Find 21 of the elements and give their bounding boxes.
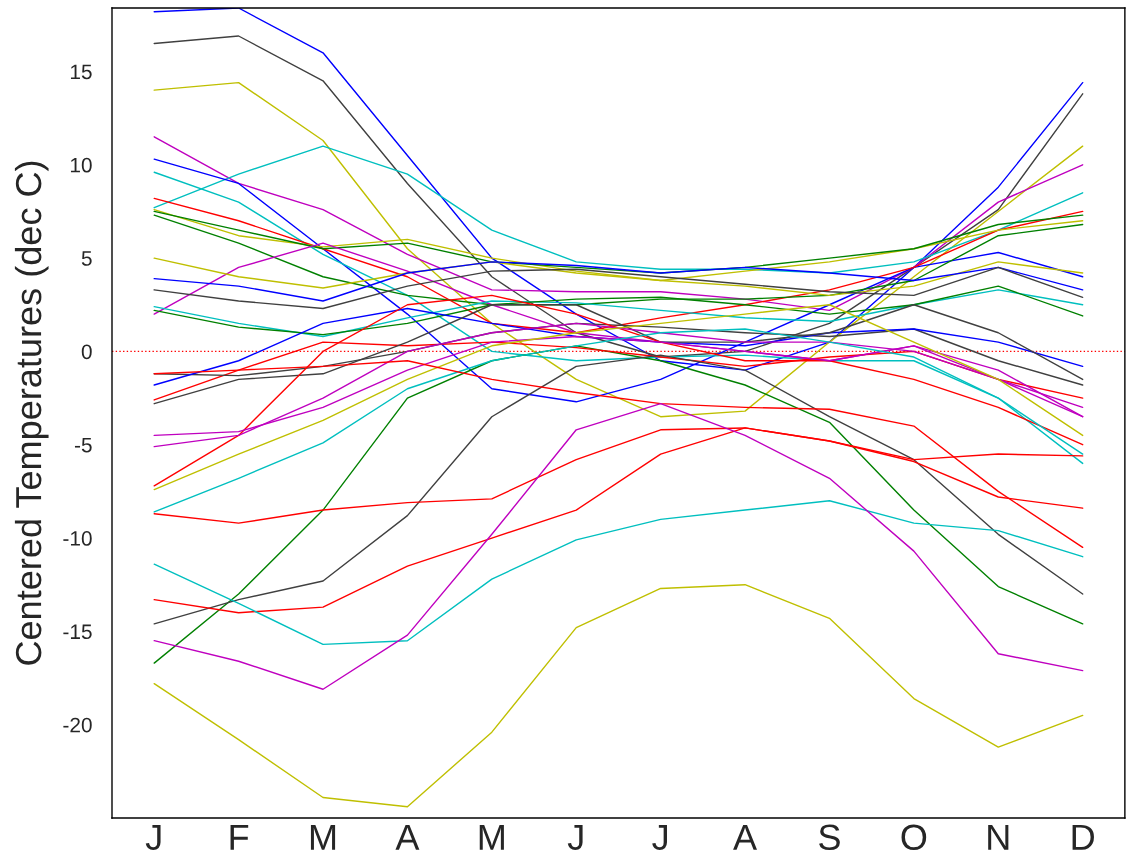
y-tick-label: 10 — [70, 157, 92, 173]
x-tick-label: S — [819, 824, 840, 851]
y-tick-label: 0 — [81, 344, 92, 360]
y-tick-label: -15 — [63, 624, 92, 640]
x-tick-label: A — [395, 824, 420, 850]
x-tick-label: F — [230, 824, 249, 850]
x-tick-label: N — [988, 824, 1009, 850]
y-tick-label: 5 — [81, 251, 92, 266]
y-tick-label: -20 — [63, 717, 92, 733]
y-axis-title: Centered Temperatures (dec C) — [14, 161, 49, 665]
x-tick-label: M — [310, 824, 336, 850]
y-tick-label: -5 — [74, 437, 92, 453]
x-tick-label: J — [567, 824, 583, 851]
y-tick-label: -10 — [63, 531, 92, 546]
x-tick-label: O — [901, 824, 927, 851]
x-tick-label: D — [1072, 824, 1094, 850]
y-tick-label: 15 — [70, 64, 92, 80]
x-tick-label: J — [652, 824, 667, 851]
x-tick-label: J — [145, 824, 161, 851]
x-tick-label: M — [479, 824, 504, 850]
x-tick-label: A — [733, 824, 758, 850]
